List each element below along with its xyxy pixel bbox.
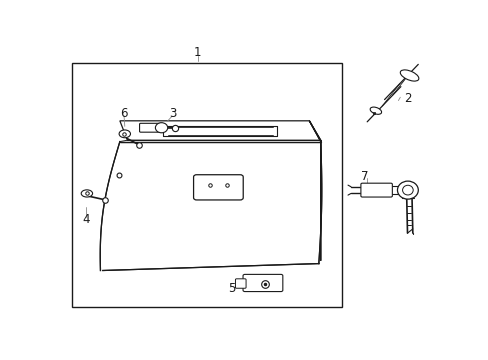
Ellipse shape [81,190,92,197]
Ellipse shape [119,130,130,138]
Text: 6: 6 [120,107,127,120]
Text: 2: 2 [403,92,411,105]
FancyBboxPatch shape [139,123,163,132]
Ellipse shape [400,70,418,81]
Polygon shape [100,141,321,270]
Text: 5: 5 [227,282,235,295]
FancyBboxPatch shape [360,183,391,197]
FancyBboxPatch shape [243,274,282,292]
Text: 4: 4 [82,213,89,226]
FancyBboxPatch shape [235,279,245,288]
FancyBboxPatch shape [193,175,243,200]
Bar [72,63,341,307]
Ellipse shape [397,181,417,199]
Ellipse shape [402,185,412,195]
Ellipse shape [369,107,381,114]
Text: 3: 3 [169,107,176,120]
Text: 7: 7 [360,170,367,183]
Ellipse shape [155,123,167,133]
Text: 1: 1 [193,46,201,59]
Polygon shape [309,121,320,261]
Polygon shape [120,121,320,140]
